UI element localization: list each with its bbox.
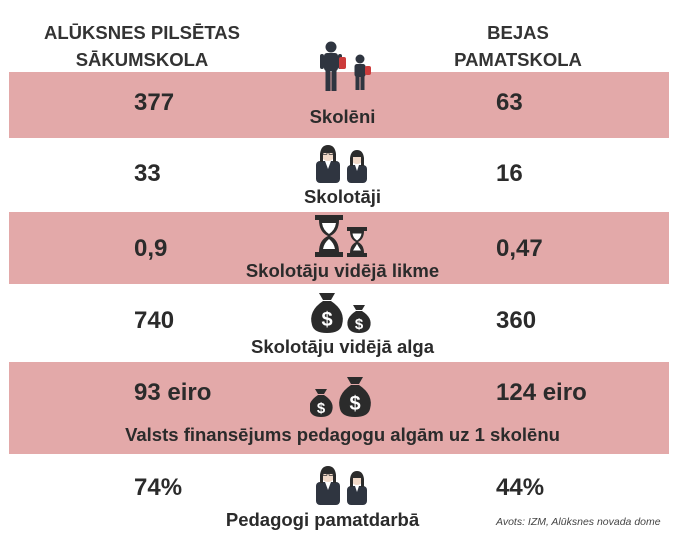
- label-state-funding: Valsts finansējums pedagogu algām uz 1 s…: [125, 424, 560, 445]
- students-icon: [320, 41, 371, 91]
- left-value-main-job: 74%: [134, 474, 183, 501]
- right-value-state-funding: 124 eiro: [496, 379, 587, 406]
- svg-text:$: $: [349, 393, 360, 415]
- teachers-icon: [316, 145, 367, 183]
- left-school-heading: ALŪKSNES PILSĒTAS SĀKUMSKOLA: [22, 19, 262, 73]
- svg-text:$: $: [355, 316, 364, 333]
- right-school-heading-line2: PAMATSKOLA: [454, 49, 582, 70]
- svg-text:$: $: [317, 400, 326, 417]
- right-value-main-job: 44%: [496, 474, 545, 501]
- label-teacher-rate: Skolotāju vidējā likme: [245, 260, 440, 281]
- label-teachers: Skolotāji: [303, 186, 382, 207]
- right-value-teacher-salary: 360: [496, 307, 537, 334]
- right-value-teacher-rate: 0,47: [496, 235, 543, 262]
- svg-text:$: $: [321, 309, 332, 331]
- left-value-teacher-rate: 0,9: [134, 235, 168, 262]
- money-bag-icon: $ $: [311, 293, 371, 333]
- right-value-students: 63: [496, 89, 523, 116]
- left-school-heading-line2: SĀKUMSKOLA: [75, 49, 209, 70]
- left-value-state-funding: 93 eiro: [134, 379, 212, 406]
- label-students: Skolēni: [309, 106, 376, 127]
- left-value-students: 377: [134, 89, 175, 116]
- label-main-job: Pedagogi pamatdarbā: [225, 509, 420, 530]
- hourglass-icon: [315, 215, 367, 257]
- teachers-icon: [316, 466, 367, 505]
- right-school-heading-line1: BEJAS: [487, 22, 549, 43]
- row-band-teacher-rate: [9, 212, 669, 284]
- right-value-teachers: 16: [496, 160, 523, 187]
- source-note: Avots: IZM, Alūksnes novada dome: [496, 516, 661, 528]
- left-value-teachers: 33: [134, 160, 161, 187]
- left-value-teacher-salary: 740: [134, 307, 175, 334]
- label-teacher-salary: Skolotāju vidējā alga: [250, 336, 434, 357]
- row-band-funding: [9, 362, 669, 454]
- money-bag-icon: $ $: [310, 377, 371, 417]
- right-school-heading: BEJAS PAMATSKOLA: [440, 19, 596, 73]
- row-band-students: [9, 72, 669, 138]
- left-school-heading-line1: ALŪKSNES PILSĒTAS: [44, 22, 240, 43]
